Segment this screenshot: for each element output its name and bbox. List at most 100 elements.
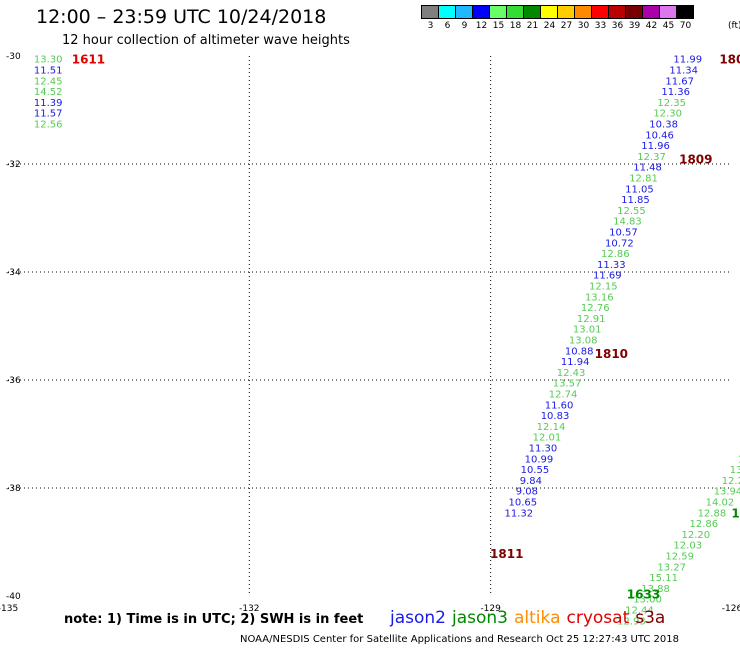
x-tick-label: -126 bbox=[722, 604, 740, 614]
data-value-s3a: 11.85 bbox=[621, 195, 650, 206]
legend-item-cryosat: cryosat bbox=[566, 608, 630, 628]
data-value-s3a: 12.15 bbox=[589, 282, 618, 293]
data-value-s3a: 10.38 bbox=[649, 120, 678, 131]
color-scale-unit: (ft) bbox=[728, 21, 740, 31]
data-value-jason3: 12.20 bbox=[681, 530, 710, 541]
legend-item-jason2: jason2 bbox=[390, 608, 446, 628]
color-scale-label: 42 bbox=[645, 21, 658, 31]
data-value-s3a: 12.86 bbox=[601, 249, 630, 260]
time-label: 1634 bbox=[731, 506, 740, 520]
footnote: note: 1) Time is in UTC; 2) SWH is in fe… bbox=[64, 612, 364, 627]
time-label: 1811 bbox=[490, 547, 523, 561]
data-value-s3a: 10.65 bbox=[509, 498, 538, 509]
data-value-cryosat: 11.51 bbox=[34, 66, 63, 77]
data-value-jason3: 15.11 bbox=[649, 573, 678, 584]
data-value-jason3: 12.93 bbox=[617, 616, 646, 627]
data-value-s3a: 11.96 bbox=[641, 141, 670, 152]
data-value-s3a: 10.46 bbox=[645, 130, 674, 141]
data-value-s3a: 9.84 bbox=[520, 476, 542, 487]
time-label: 1810 bbox=[595, 347, 628, 361]
data-value-jason3: 12.28 bbox=[722, 476, 740, 487]
data-value-s3a: 11.67 bbox=[665, 76, 694, 87]
data-value-s3a: 13.08 bbox=[569, 336, 598, 347]
satellite-legend: jason2 jason3 altika cryosat s3a bbox=[390, 608, 671, 628]
color-scale-bar bbox=[421, 5, 694, 19]
x-tick-label: -132 bbox=[239, 604, 259, 614]
data-value-s3a: 10.57 bbox=[609, 228, 638, 239]
data-value-jason3: 13.29 bbox=[730, 465, 740, 476]
data-value-cryosat: 12.45 bbox=[34, 76, 63, 87]
y-tick-label: -36 bbox=[6, 376, 21, 386]
data-value-jason3: 12.66 bbox=[738, 454, 740, 465]
data-value-s3a: 12.76 bbox=[581, 303, 610, 314]
data-value-s3a: 12.14 bbox=[537, 422, 566, 433]
color-scale-label: 70 bbox=[679, 21, 692, 31]
color-scale-label: 3 bbox=[427, 21, 434, 31]
color-scale-labels: 3 6 9 12 15 18 21 24 27 30 33 36 39 42 45 70 bbox=[422, 21, 694, 31]
data-value-s3a: 12.91 bbox=[577, 314, 606, 325]
data-value-jason3: 13.00 bbox=[633, 595, 662, 606]
data-value-jason3: 12.59 bbox=[665, 552, 694, 563]
data-value-s3a: 12.37 bbox=[637, 152, 666, 163]
color-scale-label: 9 bbox=[461, 21, 468, 31]
legend-item-jason3: jason3 bbox=[452, 608, 508, 628]
legend-item-altika: altika bbox=[514, 608, 561, 628]
data-value-jason3: 14.02 bbox=[706, 498, 735, 509]
data-value-jason3: 13.88 bbox=[641, 584, 670, 595]
data-value-s3a: 11.34 bbox=[669, 66, 698, 77]
y-tick-label: -32 bbox=[6, 160, 21, 170]
data-value-s3a: 11.48 bbox=[633, 163, 662, 174]
data-value-s3a: 12.01 bbox=[533, 433, 562, 444]
chart-title: 12:00 – 23:59 UTC 10/24/2018 bbox=[36, 6, 327, 28]
time-label: 1611 bbox=[72, 53, 105, 67]
data-value-jason3: 12.03 bbox=[673, 541, 702, 552]
y-tick-label: -30 bbox=[6, 52, 21, 62]
y-tick-label: -34 bbox=[6, 268, 21, 278]
data-value-s3a: 11.05 bbox=[625, 184, 654, 195]
color-scale-label: 45 bbox=[662, 21, 675, 31]
data-value-jason3: 13.94 bbox=[714, 487, 740, 498]
data-value-jason3: 12.86 bbox=[690, 519, 719, 530]
color-scale-cell bbox=[676, 5, 694, 19]
data-value-s3a: 12.74 bbox=[549, 390, 578, 401]
data-value-s3a: 12.55 bbox=[617, 206, 646, 217]
data-value-s3a: 12.81 bbox=[629, 174, 658, 185]
color-scale-label: 12 bbox=[475, 21, 488, 31]
data-value-s3a: 13.57 bbox=[553, 379, 582, 390]
data-value-s3a: 10.72 bbox=[605, 238, 634, 249]
data-value-s3a: 13.16 bbox=[585, 292, 614, 303]
data-value-s3a: 12.30 bbox=[653, 109, 682, 120]
data-value-cryosat: 12.56 bbox=[34, 120, 63, 131]
data-value-s3a: 9.08 bbox=[516, 487, 538, 498]
data-value-cryosat: 11.57 bbox=[34, 109, 63, 120]
color-scale-label: 15 bbox=[492, 21, 505, 31]
color-scale-label: 21 bbox=[526, 21, 539, 31]
legend-item-s3a: s3a bbox=[635, 608, 666, 628]
data-value-s3a: 10.99 bbox=[525, 454, 554, 465]
x-tick-label: -135 bbox=[0, 604, 18, 614]
chart-subtitle: 12 hour collection of altimeter wave hei… bbox=[62, 33, 350, 48]
y-tick-label: -38 bbox=[6, 484, 21, 494]
data-value-jason3: 13.27 bbox=[657, 562, 686, 573]
data-value-s3a: 11.32 bbox=[505, 508, 534, 519]
data-value-s3a: 10.88 bbox=[565, 346, 594, 357]
time-label: 1633 bbox=[627, 587, 660, 601]
data-value-s3a: 13.01 bbox=[573, 325, 602, 336]
data-value-cryosat: 11.39 bbox=[34, 98, 63, 109]
data-value-s3a: 12.35 bbox=[657, 98, 686, 109]
data-value-s3a: 11.60 bbox=[545, 400, 574, 411]
data-value-s3a: 10.55 bbox=[521, 465, 550, 476]
time-label: 1809 bbox=[679, 153, 712, 167]
color-scale-label: 33 bbox=[594, 21, 607, 31]
x-tick-label: -129 bbox=[480, 604, 501, 614]
color-scale-label: 39 bbox=[628, 21, 641, 31]
color-scale-label: 24 bbox=[543, 21, 556, 31]
color-scale-label: 36 bbox=[611, 21, 624, 31]
data-value-cryosat: 14.52 bbox=[34, 87, 63, 98]
data-value-cryosat: 13.30 bbox=[34, 55, 63, 66]
data-value-jason3: 12.44 bbox=[625, 606, 654, 617]
color-scale-label: 27 bbox=[560, 21, 573, 31]
data-value-s3a: 11.99 bbox=[673, 55, 702, 66]
